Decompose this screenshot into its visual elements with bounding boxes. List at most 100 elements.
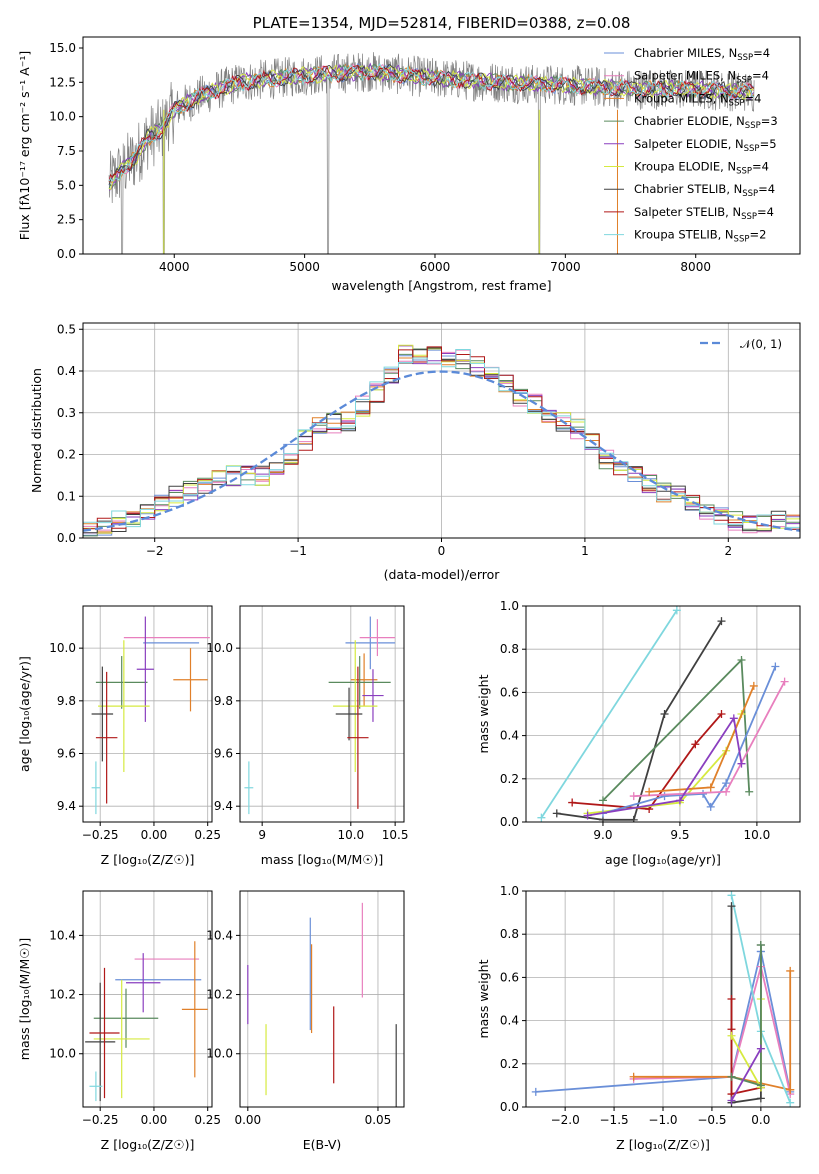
histogram-kroupa_stelib [83,349,800,536]
axes-mass_vs_ebv: 0.00 0.05 10.0 10.2 10.4 [206,891,404,1127]
y-tick-label: 0.4 [500,729,519,743]
y-tick-label: 0.4 [57,364,76,378]
weight-marker-salpeter_elodie [729,714,738,723]
y-tick-label: 15.0 [49,41,76,55]
y-tick-label: 0.6 [500,685,519,699]
x-tick-label: −2 [146,544,164,558]
legend-label: Chabrier MILES, NSSP=4 [634,46,770,63]
y-tick-label: 10.2 [206,988,233,1002]
weight-marker-chabrier_elodie [745,787,754,796]
legend-label: Salpeter MILES, NSSP=4 [634,69,769,86]
x-tick-label: 10.0 [337,828,364,842]
weight-marker-kroupa_miles [786,966,795,975]
weight-marker-chabrier_miles [660,792,669,801]
x-tick-label: 9.5 [670,828,689,842]
weight-marker-chabrier_elodie [756,941,765,949]
x-axis-label: age [log₁₀(age/yr)] [605,852,721,867]
x-axis-label: (data-model)/error [384,567,501,582]
legend-label: Salpeter ELODIE, NSSP=5 [634,137,777,154]
weight-marker-chabrier_stelib [717,617,726,626]
axes-residuals: −2 −1 0 1 2 0.0 0.1 0.2 0.3 0.4 0.5 [57,322,800,558]
weight-marker-salpeter_elodie [727,1096,736,1105]
y-tick-label: 0.8 [500,927,519,941]
y-axis-label: Normed distribution [29,368,44,493]
weight-marker-chabrier_miles [531,1087,540,1096]
weight-marker-chabrier_miles [722,779,731,788]
weight-marker-kroupa_stelib [727,891,736,900]
weight-line-salpeter_elodie [587,715,743,817]
x-tick-label: 1 [581,544,589,558]
weight-marker-kroupa_elodie [727,1031,736,1040]
weight-marker-chabrier_miles [771,662,780,671]
x-axis-label: Z [log₁₀(Z/Z☉)] [101,852,195,867]
weight-marker-salpeter_miles [722,787,731,796]
legend-label: Kroupa ELODIE, NSSP=4 [634,160,769,177]
weight-marker-kroupa_miles [749,681,758,690]
x-tick-label: 0.25 [194,828,221,842]
weight-marker-salpeter_elodie [583,811,592,820]
plot-frame-age_vs_mass [239,605,405,823]
y-tick-label: 0.1 [57,489,76,503]
weight-marker-salpeter_stelib [691,740,700,749]
y-tick-label: 10.0 [49,1047,76,1061]
x-axis-label: Z [log₁₀(Z/Z☉)] [616,1137,710,1152]
weight-marker-kroupa_miles [629,1072,638,1081]
y-tick-label: 0.0 [57,531,76,545]
weight-line-kroupa_stelib [540,609,678,819]
errorbars-mass_vs_ebv [247,902,397,1107]
y-axis-label: mass weight [476,674,491,753]
axes-age_vs_Z: −0.25 0.00 0.25 9.4 9.6 9.8 10.0 [49,606,221,842]
weight-line-salpeter_elodie [730,1048,762,1101]
histograms [83,344,800,537]
weight-marker-salpeter_elodie [756,1044,765,1053]
y-tick-label: 0.6 [500,970,519,984]
y-axis-label: mass weight [476,959,491,1038]
y-tick-label: 12.5 [49,75,76,89]
y-tick-label: 9.8 [214,694,233,708]
y-tick-label: 9.6 [57,747,76,761]
weight-marker-salpeter_stelib [568,798,577,807]
legend-label: Kroupa STELIB, NSSP=2 [634,228,766,245]
weight-marker-kroupa_stelib [537,813,546,822]
x-tick-label: −2.0 [551,1113,580,1127]
y-tick-label: 2.5 [57,213,76,227]
legend-label: 𝒩(0, 1) [740,337,782,351]
x-tick-label: 9.0 [593,828,612,842]
y-tick-label: 0.0 [57,247,76,261]
y-tick-label: 0.8 [500,642,519,656]
errorbars-mass_vs_Z [85,941,208,1102]
weight-lines-weight_vs_age [537,606,789,822]
y-tick-label: 7.5 [57,144,76,158]
weight-marker-chabrier_stelib [552,809,561,818]
y-tick-label: 10.4 [49,928,76,942]
weight-lines-weight_vs_Z [531,891,795,1107]
y-axis-label: Flux [fλ10⁻¹⁷ erg cm⁻² s⁻¹ A⁻¹] [17,51,32,240]
y-tick-label: 5.0 [57,178,76,192]
weight-marker-chabrier_elodie [756,1081,765,1090]
weight-line-chabrier_stelib [556,620,723,821]
plot-frame-mass_vs_Z [82,890,213,1108]
spectrum-lines [108,52,755,254]
x-tick-label: −1 [289,544,307,558]
spectrum-model-salpeter_stelib [108,64,754,182]
legend: Chabrier MILES, NSSP=4 Salpeter MILES, NS… [604,46,778,245]
weight-marker-salpeter_miles [780,677,789,686]
weight-marker-chabrier_stelib [727,902,736,911]
x-axis-label: Z [log₁₀(Z/Z☉)] [101,1137,195,1152]
x-tick-label: 10.0 [744,828,771,842]
x-tick-label: 0.0 [751,1113,770,1127]
weight-marker-salpeter_miles [629,792,638,801]
y-tick-label: 9.8 [57,694,76,708]
y-tick-label: 10.4 [206,928,233,942]
x-tick-label: −1.0 [648,1113,677,1127]
y-tick-label: 1.0 [500,599,519,613]
x-axis-label: mass [log₁₀(M/M☉)] [261,852,383,867]
spectrum-model-kroupa_stelib [108,62,754,182]
weight-marker-chabrier_elodie [598,796,607,805]
x-tick-label: 6000 [420,260,451,274]
weight-line-chabrier_miles [602,666,777,815]
x-tick-label: −0.25 [82,828,119,842]
weight-marker-chabrier_stelib [756,1094,765,1103]
chart-title: PLATE=1354, MJD=52814, FIBERID=0388, z=0… [253,14,631,32]
